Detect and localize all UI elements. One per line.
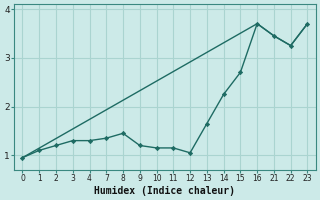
- X-axis label: Humidex (Indice chaleur): Humidex (Indice chaleur): [94, 186, 236, 196]
